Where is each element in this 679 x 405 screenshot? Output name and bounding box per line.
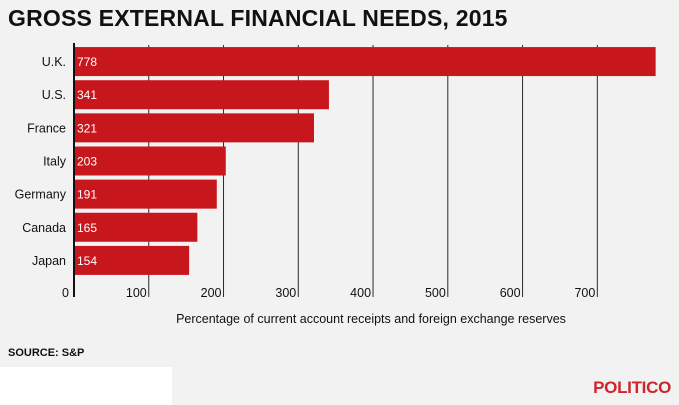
category-label: Italy [43, 154, 67, 168]
bar-chart: 778 U.K. 341 U.S. 321 France 203 Italy 191 German… [15, 43, 656, 326]
data-label: 165 [77, 221, 97, 235]
bar [74, 179, 217, 209]
data-label: 191 [77, 188, 97, 202]
category-label: Japan [32, 254, 66, 268]
data-label: 203 [77, 154, 97, 168]
data-label: 154 [77, 254, 97, 268]
x-axis-label: Percentage of current account receipts a… [176, 312, 566, 326]
category-label: Germany [15, 188, 67, 202]
tick-label: 700 [574, 286, 595, 300]
data-label: 341 [77, 88, 97, 102]
tick-label: 500 [425, 286, 446, 300]
source-note: SOURCE: S&P [8, 347, 85, 359]
category-label: France [27, 121, 66, 135]
bar [74, 212, 198, 242]
category-label: Canada [22, 221, 66, 235]
tick-label: 300 [275, 286, 296, 300]
tick-label: 0 [62, 286, 69, 300]
data-label: 321 [77, 121, 97, 135]
bar [74, 80, 329, 110]
blank-panel [0, 367, 172, 405]
chart-title: GROSS EXTERNAL FINANCIAL NEEDS, 2015 [8, 5, 508, 31]
category-label: U.K. [42, 55, 66, 69]
bar [74, 245, 190, 275]
bar [74, 47, 656, 77]
data-label: 778 [77, 55, 97, 69]
tick-label: 400 [350, 286, 371, 300]
tick-label: 100 [126, 286, 147, 300]
category-label: U.S. [42, 88, 66, 102]
tick-label: 600 [500, 286, 521, 300]
politico-logo: POLITICO [593, 378, 671, 397]
bar [74, 146, 226, 176]
tick-label: 200 [201, 286, 222, 300]
bar [74, 113, 314, 143]
